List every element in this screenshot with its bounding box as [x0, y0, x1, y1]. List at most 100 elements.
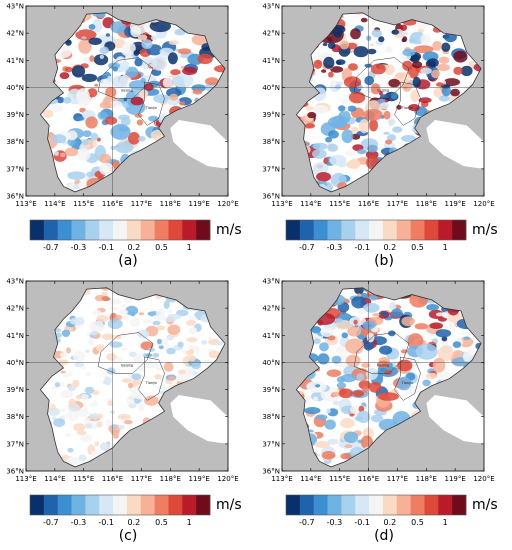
lat-tick-label: 39°N [262, 386, 280, 394]
bohai-sea [170, 120, 228, 169]
beijing-border [353, 57, 410, 99]
colorbar-tick-label: 0.5 [411, 518, 424, 527]
city-label: Tianjin [145, 381, 158, 385]
colorbar-tick-label: 1 [187, 518, 192, 527]
lat-tick-label: 40°N [6, 359, 24, 367]
lon-tick-label: 120°E [473, 475, 494, 483]
colorbar [285, 219, 467, 241]
lon-tick-label: 114°E [44, 475, 65, 483]
colorbar-tick-label: 0.5 [155, 243, 168, 252]
colorbar-tick-label: 0.5 [411, 243, 424, 252]
lon-tick-label: 116°E [358, 475, 379, 483]
map-frame [281, 5, 485, 197]
lon-tick-label: 119°E [444, 475, 465, 483]
province-border [295, 287, 482, 468]
lon-tick-label: 119°E [188, 200, 209, 208]
beijing-border [353, 332, 410, 374]
lon-tick-label: 117°E [387, 475, 408, 483]
map-svg: Beijing Tianjin 36°N 37°N 38°N 39°N 40°N 41°N 42… [6, 3, 238, 253]
map-svg: Beijing Tianjin 36°N 37°N 38°N 39°N 40°N 41°N 42… [262, 3, 494, 253]
map-svg: Beijing Tianjin 36°N 37°N 38°N 39°N 40°N 41°N 42… [6, 278, 238, 528]
lat-tick-label: 42°N [6, 305, 24, 313]
lon-tick-label: 116°E [358, 200, 379, 208]
lon-tick-label: 113°E [15, 475, 36, 483]
panel-letter: (b) [374, 253, 394, 269]
lat-tick-label: 38°N [6, 413, 24, 421]
city-label: Beijing [121, 89, 133, 93]
colorbar-tick-label: 1 [187, 243, 192, 252]
lon-tick-label: 120°E [217, 475, 238, 483]
lat-tick-label: 38°N [6, 138, 24, 146]
lon-tick-label: 118°E [416, 200, 437, 208]
bohai-sea [426, 120, 484, 169]
city-label: Beijing [377, 364, 389, 368]
lon-tick-label: 119°E [188, 475, 209, 483]
map-svg: Beijing Tianjin 36°N 37°N 38°N 39°N 40°N 41°N 42… [262, 278, 494, 528]
map-frame [25, 280, 229, 472]
lat-tick-label: 37°N [6, 440, 24, 448]
map-frame [281, 280, 485, 472]
beijing-border [97, 57, 154, 99]
colorbar [29, 219, 211, 241]
tianjin-border [394, 356, 421, 401]
colorbar-unit: m/s [216, 222, 242, 238]
lon-tick-label: 119°E [444, 200, 465, 208]
province-border [39, 287, 226, 468]
lat-tick-label: 43°N [6, 278, 24, 286]
lon-tick-label: 113°E [15, 200, 36, 208]
lat-tick-label: 40°N [6, 84, 24, 92]
tianjin-border [138, 356, 165, 401]
city-label: Beijing [377, 89, 389, 93]
lon-tick-label: 117°E [131, 475, 152, 483]
city-label: Tianjin [401, 106, 414, 110]
city-label: Tianjin [145, 106, 158, 110]
lon-tick-label: 117°E [131, 200, 152, 208]
tianjin-border [394, 81, 421, 126]
lat-tick-label: 38°N [262, 138, 280, 146]
colorbar-tick-label: -0.1 [98, 243, 114, 252]
panel-letter: (a) [118, 253, 138, 269]
colorbar-tick-label: -0.3 [71, 243, 87, 252]
city-label: Tianjin [401, 381, 414, 385]
lon-tick-label: 117°E [387, 200, 408, 208]
colorbar [285, 494, 467, 516]
lat-tick-label: 39°N [262, 111, 280, 119]
lon-tick-label: 115°E [329, 200, 350, 208]
lat-tick-label: 37°N [262, 440, 280, 448]
bohai-sea [170, 395, 228, 444]
lon-tick-label: 118°E [160, 475, 181, 483]
colorbar-tick-label: 1 [443, 243, 448, 252]
lon-tick-label: 120°E [473, 200, 494, 208]
colorbar-tick-label: -0.1 [98, 518, 114, 527]
colorbar-tick-label: 1 [443, 518, 448, 527]
panel-letter: (d) [374, 528, 394, 544]
province-border [39, 12, 226, 193]
colorbar-tick-label: -0.3 [327, 518, 343, 527]
lat-tick-label: 40°N [262, 359, 280, 367]
panel-c: Beijing Tianjin 36°N 37°N 38°N 39°N 40°N 41°N 42… [0, 275, 256, 550]
lat-tick-label: 37°N [6, 165, 24, 173]
lat-tick-label: 43°N [6, 3, 24, 11]
colorbar-tick-label: 0.5 [155, 518, 168, 527]
colorbar-unit: m/s [472, 222, 498, 238]
colorbar-tick-label: -0.7 [299, 518, 315, 527]
colorbar-unit: m/s [216, 497, 242, 513]
lat-tick-label: 42°N [262, 305, 280, 313]
lon-tick-label: 114°E [300, 200, 321, 208]
tianjin-border [138, 81, 165, 126]
colorbar-tick-label: 0.2 [127, 243, 140, 252]
lat-tick-label: 43°N [262, 278, 280, 286]
colorbar-unit: m/s [472, 497, 498, 513]
colorbar [29, 494, 211, 516]
lat-tick-label: 36°N [6, 468, 24, 476]
province-border [295, 12, 482, 193]
map-frame [25, 5, 229, 197]
colorbar-tick-label: 0.2 [127, 518, 140, 527]
lat-tick-label: 43°N [262, 3, 280, 11]
colorbar-tick-label: -0.7 [43, 518, 59, 527]
colorbar-tick-label: -0.7 [299, 243, 315, 252]
lon-tick-label: 120°E [217, 200, 238, 208]
lat-tick-label: 36°N [262, 193, 280, 201]
beijing-border [97, 332, 154, 374]
panel-letter: (c) [118, 528, 138, 544]
